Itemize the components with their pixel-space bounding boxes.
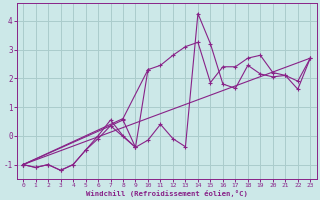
X-axis label: Windchill (Refroidissement éolien,°C): Windchill (Refroidissement éolien,°C)	[86, 190, 248, 197]
